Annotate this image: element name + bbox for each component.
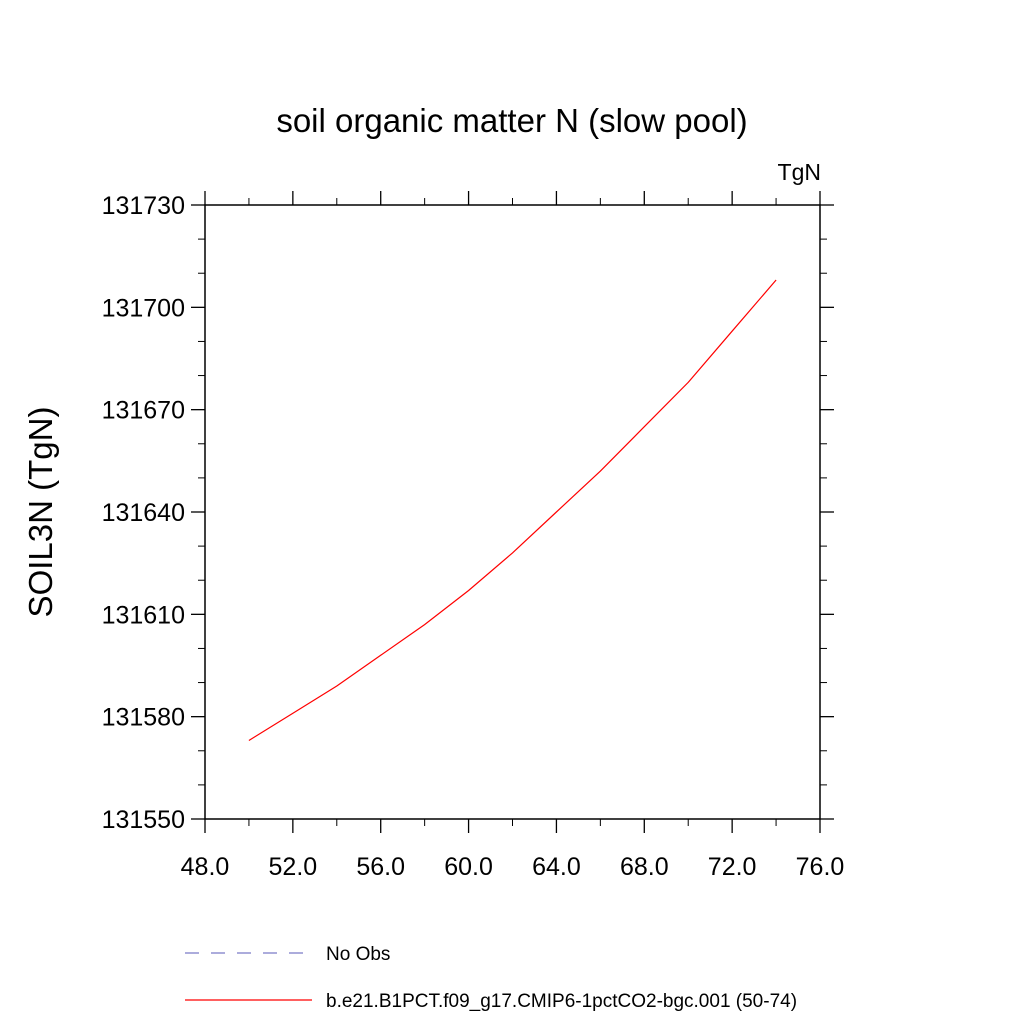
y-tick-label: 131670 [102,397,185,425]
plot-frame [204,204,821,820]
x-tick-label: 64.0 [532,853,581,881]
x-tick-label: 72.0 [708,853,757,881]
series-line-1 [248,279,777,742]
axis-ticks [191,191,834,833]
y-tick-label: 131730 [102,192,185,220]
x-tick-label: 68.0 [620,853,669,881]
legend-label-simulation: b.e21.B1PCT.f09_g17.CMIP6-1pctCO2-bgc.00… [326,991,797,1012]
legend: No Obs b.e21.B1PCT.f09_g17.CMIP6-1pctCO2… [185,944,797,1012]
x-tick-label: 76.0 [796,853,845,881]
y-tick-label: 131610 [102,601,185,629]
x-tick-label: 60.0 [444,853,493,881]
y-tick-label: 131580 [102,704,185,732]
chart-title: soil organic matter N (slow pool) [276,102,747,139]
units-label: TgN [778,159,821,185]
y-tick-label: 131550 [102,806,185,834]
y-axis-label: SOIL3N (TgN) [22,407,59,618]
axis-tick-labels: 48.0 52.0 56.0 60.0 64.0 68.0 72.0 76.0 131550 13… [102,192,845,881]
data-series [248,279,777,742]
x-tick-label: 56.0 [356,853,405,881]
legend-label-no-obs: No Obs [326,944,390,965]
y-tick-label: 131640 [102,499,185,527]
y-tick-label: 131700 [102,294,185,322]
x-tick-label: 52.0 [269,853,318,881]
x-tick-label: 48.0 [181,853,230,881]
